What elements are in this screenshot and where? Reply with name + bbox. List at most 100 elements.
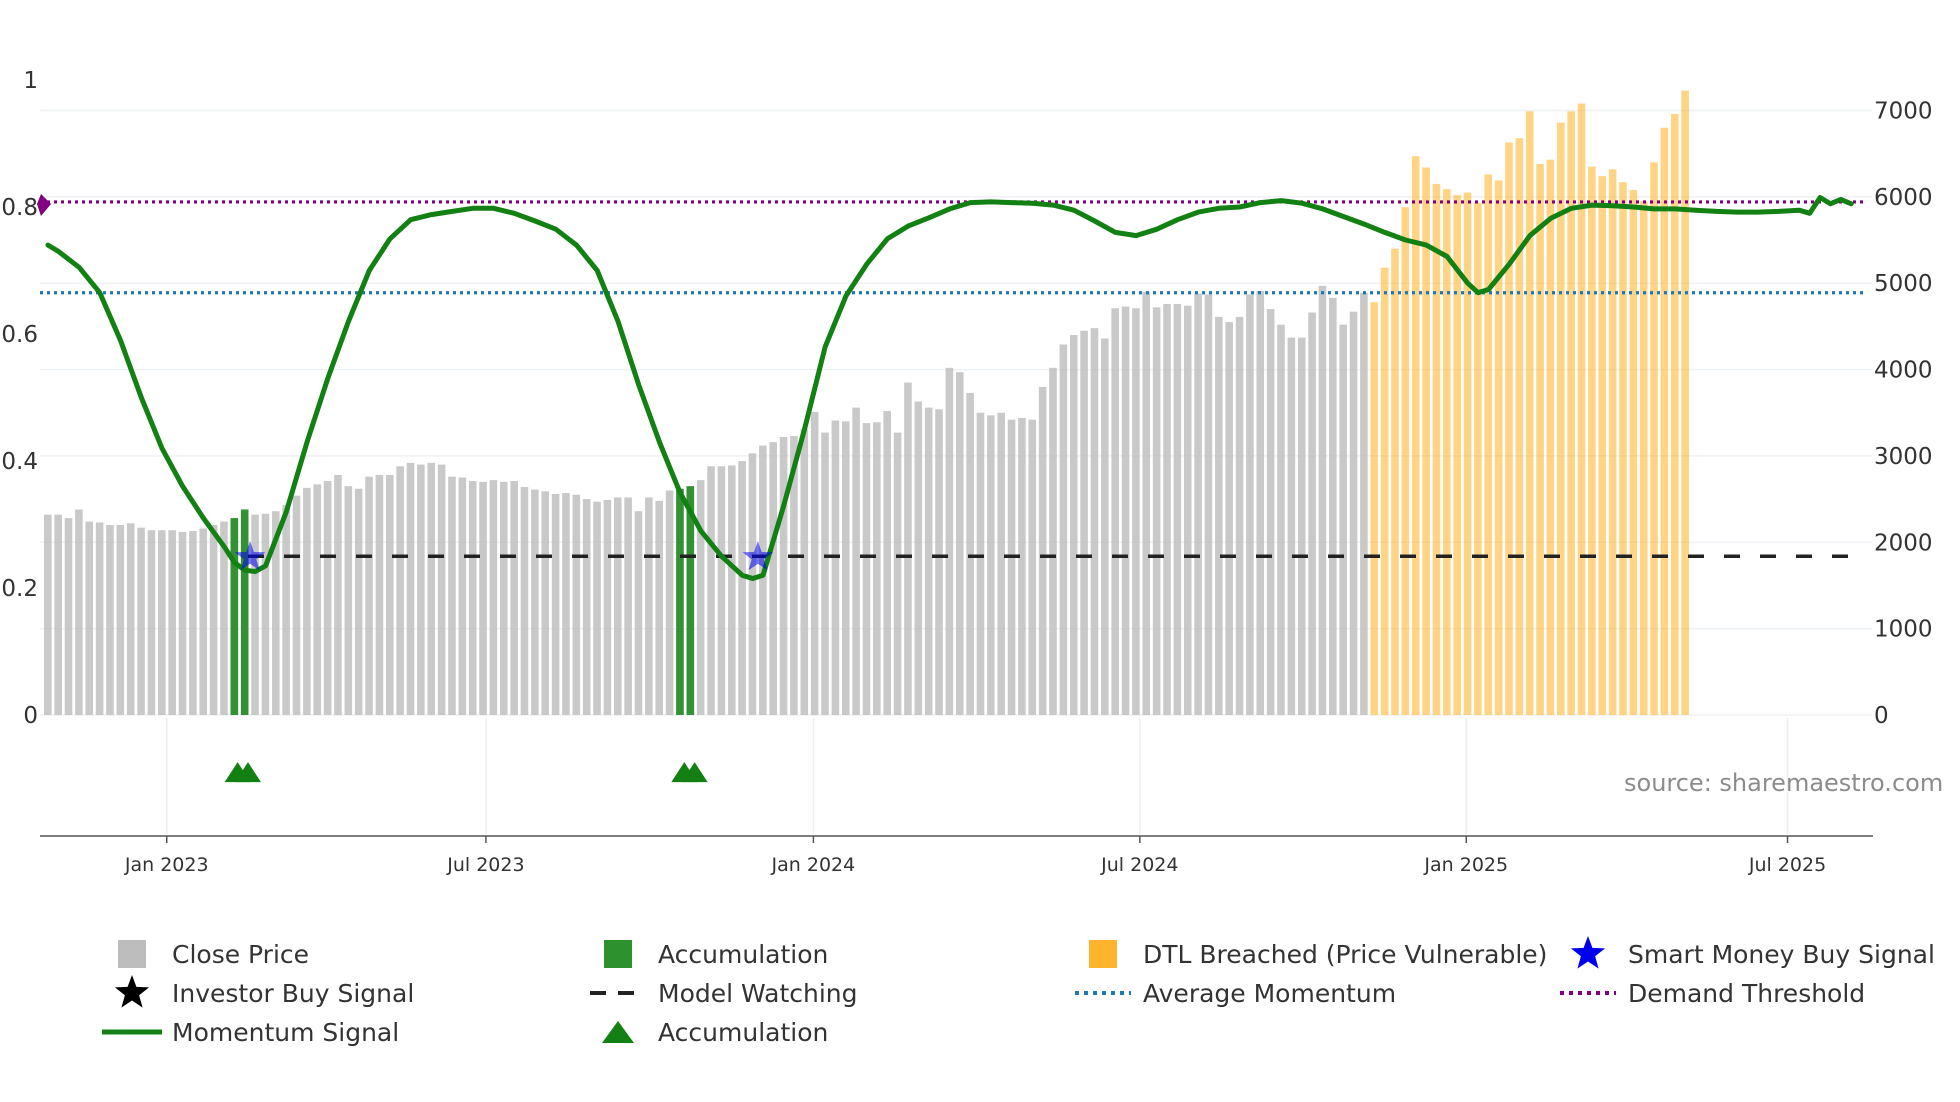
accumulation-marker [235, 762, 262, 783]
close-price-bar [593, 501, 601, 715]
legend-star [114, 975, 150, 1008]
dtl-breached-bar [1650, 162, 1658, 715]
close-price-bar [334, 474, 342, 715]
close-price-bar [810, 411, 819, 715]
close-price-bar [696, 480, 705, 715]
dtl-breached-bar [1391, 248, 1399, 715]
right-axis-tick-label: 4000 [1874, 358, 1933, 384]
close-price-bar [1142, 291, 1151, 715]
close-price-bar [945, 367, 954, 715]
close-price-bar [261, 513, 270, 715]
close-price-bar [1069, 335, 1078, 715]
legend-item: Model Watching [590, 979, 858, 1008]
dtl-breached-bar [1401, 207, 1410, 715]
close-price-bar [344, 486, 353, 715]
accumulation-marker [681, 762, 708, 783]
close-price-bar [914, 401, 923, 715]
legend: Close Price Accumulation DTL Breached (Pri… [102, 936, 1935, 1047]
close-price-bar [562, 493, 570, 715]
close-price-bar [1111, 308, 1119, 715]
close-price-bar [1183, 305, 1192, 715]
dtl-breached-bar [1432, 183, 1441, 716]
close-price-bar [251, 514, 259, 715]
legend-item: Accumulation [604, 940, 828, 969]
close-price-bar [1101, 338, 1109, 715]
close-price-bar [1132, 308, 1140, 715]
dtl-breached-bar [1505, 142, 1513, 716]
right-axis-tick-label: 5000 [1874, 271, 1933, 297]
close-price-bar [1121, 306, 1130, 715]
close-price-bar [717, 466, 726, 715]
close-price-bar [448, 476, 456, 715]
legend-item: Demand Threshold [1560, 979, 1865, 1008]
legend-item: Momentum Signal [102, 1018, 399, 1047]
close-price-bar [54, 514, 62, 715]
close-price-bar [1225, 322, 1233, 715]
close-price-bar [572, 494, 581, 715]
close-price-bar [375, 474, 384, 715]
left-axis-tick-label: 0.6 [1, 322, 38, 348]
close-price-bar [1090, 328, 1099, 715]
close-price-bar [365, 476, 373, 715]
close-price-bar [707, 466, 715, 715]
close-price-bar [189, 531, 197, 715]
close-price-bar [1215, 316, 1223, 715]
legend-item: Investor Buy Signal [114, 975, 414, 1008]
close-price-bar [655, 500, 664, 715]
right-axis-tick-label: 6000 [1874, 185, 1933, 211]
close-price-bar [779, 436, 788, 715]
x-axis-tick-label: Jan 2025 [1423, 854, 1508, 876]
close-price-bar [303, 487, 311, 715]
legend-triangle [602, 1021, 634, 1043]
dtl-breached-bar [1515, 138, 1524, 716]
close-price-bar [1007, 419, 1016, 715]
legend-label: DTL Breached (Price Vulnerable) [1143, 940, 1547, 969]
dtl-breached-bar [1681, 90, 1689, 715]
close-price-bar [323, 480, 332, 715]
close-price-bar [790, 436, 798, 715]
left-axis-tick-label: 0.8 [1, 195, 38, 221]
close-price-bar [1308, 312, 1316, 715]
close-price-bar [126, 523, 135, 715]
legend-swatch [604, 940, 632, 968]
close-price-bar [489, 480, 498, 715]
momentum-signal-line [45, 195, 1854, 581]
close-price-bar [220, 521, 228, 715]
close-price-bar [645, 497, 653, 715]
close-price-bar [966, 392, 974, 715]
accumulation-bar [686, 486, 695, 715]
legend-label: Smart Money Buy Signal [1628, 940, 1935, 969]
right-axis-tick-label: 7000 [1874, 98, 1933, 124]
dtl-breached-bar [1598, 176, 1607, 715]
close-price-bar [510, 480, 518, 715]
close-price-bar [64, 518, 73, 715]
close-price-bar [75, 509, 83, 715]
dtl-breached-bar [1494, 180, 1503, 715]
close-price-bar [831, 420, 840, 715]
close-price-bar [935, 409, 943, 715]
close-price-bar [178, 531, 187, 715]
close-price-bar [841, 421, 850, 715]
legend-label: Investor Buy Signal [172, 979, 414, 1008]
close-price-bar [1360, 292, 1368, 715]
close-price-bar [748, 453, 757, 715]
close-price-bar [1049, 367, 1057, 715]
close-price-bar [1163, 303, 1171, 715]
close-price-bar [862, 423, 871, 715]
close-price-bar [1266, 309, 1275, 715]
legend-item: Accumulation [602, 1018, 828, 1047]
close-price-bar [665, 490, 674, 715]
dtl-breached-bar [1474, 202, 1482, 715]
close-price-bar [852, 407, 860, 715]
dtl-breached-bar [1453, 195, 1461, 716]
dtl-breached-bar [1629, 189, 1638, 716]
legend-item: DTL Breached (Price Vulnerable) [1089, 940, 1547, 969]
legend-item: Smart Money Buy Signal [1570, 936, 1935, 969]
close-price-bar [769, 442, 778, 715]
legend-label: Close Price [172, 940, 309, 969]
close-price-bar [1277, 324, 1285, 715]
legend-swatch [1089, 940, 1117, 968]
close-price-bar [137, 527, 145, 715]
close-price-bar [1339, 324, 1347, 715]
